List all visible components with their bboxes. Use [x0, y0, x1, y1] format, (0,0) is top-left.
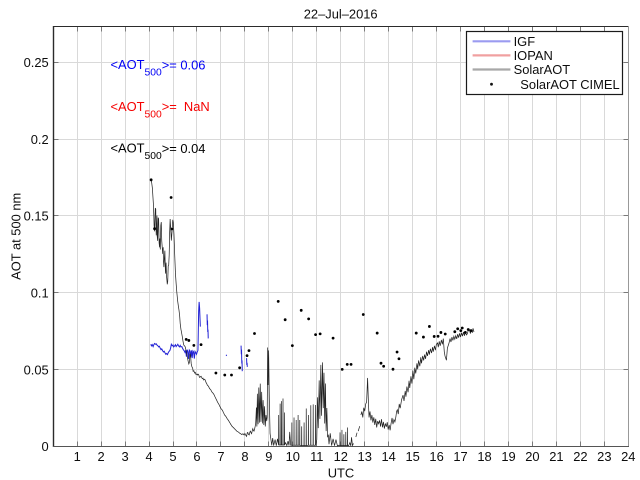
svg-text:AOT at 500 nm: AOT at 500 nm — [9, 193, 24, 280]
svg-text:4: 4 — [145, 449, 152, 464]
svg-text:11: 11 — [310, 449, 323, 464]
svg-text:22: 22 — [573, 449, 587, 464]
svg-text:3: 3 — [122, 449, 129, 464]
svg-text:23: 23 — [597, 449, 611, 464]
svg-text:22–Jul–2016: 22–Jul–2016 — [304, 7, 378, 22]
svg-text:IGF: IGF — [514, 34, 536, 49]
svg-text:SolarAOT CIMEL: SolarAOT CIMEL — [520, 77, 619, 92]
svg-text:20: 20 — [525, 449, 539, 464]
svg-text:10: 10 — [286, 449, 300, 464]
svg-text:14: 14 — [381, 449, 395, 464]
svg-text:21: 21 — [549, 449, 563, 464]
svg-text:15: 15 — [405, 449, 419, 464]
svg-text:18: 18 — [477, 449, 491, 464]
svg-text:0.2: 0.2 — [31, 132, 49, 147]
svg-text:12: 12 — [334, 449, 348, 464]
svg-text:2: 2 — [98, 449, 105, 464]
svg-text:0: 0 — [42, 439, 49, 454]
svg-text:7: 7 — [217, 449, 224, 464]
svg-text:17: 17 — [453, 449, 467, 464]
svg-text:IOPAN: IOPAN — [514, 48, 553, 63]
svg-text:9: 9 — [265, 449, 272, 464]
svg-text:13: 13 — [358, 449, 372, 464]
svg-text:1: 1 — [74, 449, 81, 464]
svg-text:0.1: 0.1 — [31, 286, 49, 301]
svg-text:0.15: 0.15 — [24, 209, 49, 224]
svg-text:24: 24 — [621, 449, 635, 464]
svg-text:SolarAOT: SolarAOT — [514, 62, 571, 77]
svg-text:6: 6 — [193, 449, 200, 464]
svg-text:19: 19 — [501, 449, 515, 464]
svg-text:16: 16 — [429, 449, 443, 464]
svg-text:5: 5 — [169, 449, 176, 464]
svg-text:UTC: UTC — [328, 465, 355, 480]
svg-text:8: 8 — [241, 449, 248, 464]
svg-text:0.25: 0.25 — [24, 55, 49, 70]
svg-text:0.05: 0.05 — [24, 362, 49, 377]
